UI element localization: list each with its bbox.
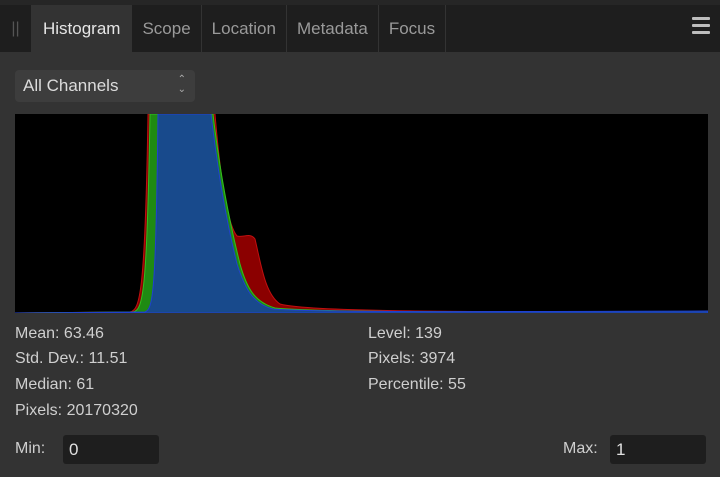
tab-scope[interactable]: Scope bbox=[132, 5, 202, 52]
stat-pixels: Pixels: 20170320 bbox=[15, 402, 138, 419]
red-channel-area bbox=[14, 113, 709, 314]
tab-location[interactable]: Location bbox=[202, 5, 287, 52]
stat-level-pixels: Pixels: 3974 bbox=[368, 350, 456, 367]
stat-percentile: Percentile: 55 bbox=[368, 376, 466, 393]
tab-histogram[interactable]: Histogram bbox=[31, 5, 133, 52]
histogram-svg bbox=[14, 113, 709, 314]
stat-std-dev: Std. Dev.: 11.51 bbox=[15, 350, 128, 367]
blue-channel-area bbox=[14, 113, 709, 314]
hamburger-menu-icon[interactable] bbox=[692, 17, 710, 38]
channel-select[interactable]: All Channels ⌃ ⌄ bbox=[15, 70, 195, 102]
grip-icon[interactable]: || bbox=[11, 19, 20, 37]
stat-median: Median: 61 bbox=[15, 376, 95, 393]
max-label: Max: bbox=[563, 440, 598, 457]
max-input[interactable] bbox=[610, 435, 706, 464]
tab-bar: || Histogram Scope Location Metadata Foc… bbox=[0, 5, 720, 52]
up-down-chevron-icon: ⌃ ⌄ bbox=[177, 74, 186, 95]
stat-level: Level: 139 bbox=[368, 325, 442, 342]
window-top-edge bbox=[0, 0, 720, 5]
min-label: Min: bbox=[15, 440, 46, 457]
green-channel-area bbox=[14, 113, 709, 314]
channel-select-value: All Channels bbox=[23, 76, 119, 95]
tab-metadata[interactable]: Metadata bbox=[287, 5, 379, 52]
tab-focus[interactable]: Focus bbox=[379, 5, 447, 52]
stat-mean: Mean: 63.46 bbox=[15, 325, 104, 342]
min-input[interactable] bbox=[63, 435, 159, 464]
histogram-graph bbox=[14, 113, 709, 314]
